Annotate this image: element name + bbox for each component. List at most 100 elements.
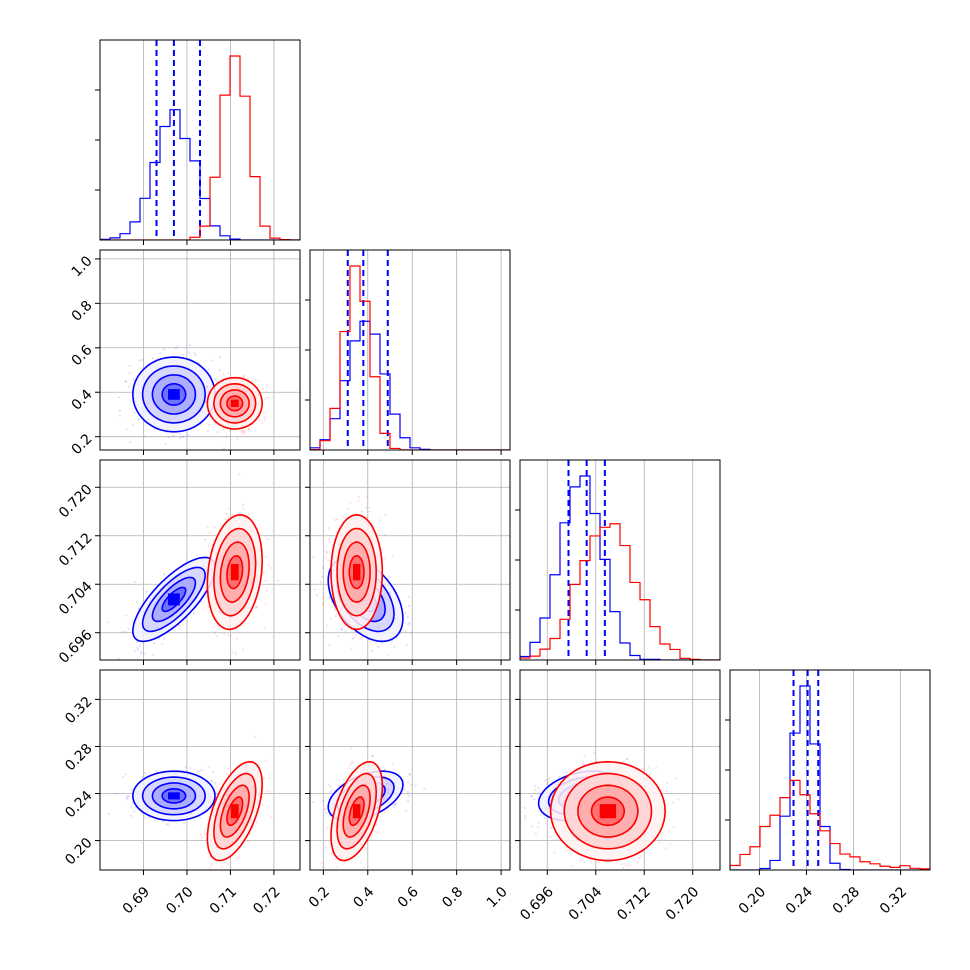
sample-point <box>207 765 210 768</box>
sample-point <box>343 861 347 864</box>
sample-point <box>226 871 228 873</box>
sample-point <box>263 626 266 630</box>
sample-point <box>262 777 265 780</box>
sample-point <box>377 645 380 649</box>
density-peak-1 <box>353 563 361 581</box>
sample-point <box>228 507 231 510</box>
sample-point <box>196 770 199 773</box>
sample-point <box>549 826 553 829</box>
sample-point <box>133 810 136 813</box>
sample-point <box>235 637 238 640</box>
sample-point <box>208 531 211 534</box>
sample-point <box>244 430 247 433</box>
sample-point <box>347 507 350 511</box>
sample-point <box>202 811 205 814</box>
y-tick-label: 1.0 <box>69 253 96 280</box>
sample-point <box>266 789 269 793</box>
sample-point <box>383 775 386 778</box>
sample-point <box>395 636 398 640</box>
sample-point <box>184 766 187 769</box>
sample-point <box>165 823 168 826</box>
sample-point <box>376 831 380 834</box>
sample-point <box>350 647 353 650</box>
sample-point <box>227 372 230 375</box>
hist-step-0 <box>100 109 300 240</box>
sample-point <box>321 596 324 599</box>
sample-point <box>394 803 397 806</box>
x-tick-label: 0.70 <box>163 884 196 917</box>
sample-point <box>211 780 214 783</box>
sample-point <box>349 501 352 504</box>
sample-point <box>225 513 228 516</box>
sample-point <box>134 580 137 584</box>
sample-point <box>121 630 124 633</box>
sample-point <box>329 785 332 788</box>
panel-content <box>100 40 300 240</box>
sample-point <box>387 788 390 791</box>
sample-point <box>530 795 534 798</box>
sample-point <box>145 590 148 593</box>
sample-point <box>410 632 413 635</box>
sample-point <box>126 795 130 798</box>
sample-point <box>342 872 344 874</box>
sample-point <box>381 548 384 551</box>
density-peak-0 <box>168 593 180 606</box>
sample-point <box>270 815 273 819</box>
grid <box>546 460 694 660</box>
y-tick-label: 0.696 <box>56 627 96 667</box>
density-peak-0 <box>168 389 180 400</box>
sample-point <box>350 762 353 765</box>
sample-point <box>247 512 250 516</box>
sample-point <box>234 652 238 655</box>
sample-point <box>351 760 354 763</box>
sample-point <box>414 784 417 787</box>
sample-point <box>199 833 202 836</box>
scatter-panel-3-0 <box>95 669 301 875</box>
sample-point <box>212 771 215 774</box>
sample-point <box>377 532 380 535</box>
sample-point <box>328 814 331 817</box>
sample-point <box>313 588 316 591</box>
sample-point <box>408 772 411 775</box>
sample-point <box>261 804 264 807</box>
scatter-panel-2-0 <box>95 459 301 665</box>
sample-point <box>227 633 230 636</box>
x-tick-label: 0.69 <box>120 884 153 917</box>
sample-point <box>264 397 267 400</box>
sample-point <box>410 783 413 787</box>
sample-point <box>328 538 331 541</box>
sample-point <box>328 540 331 543</box>
sample-point <box>126 798 129 801</box>
sample-point <box>207 368 210 371</box>
sample-point <box>386 577 390 580</box>
panel-content <box>520 460 720 660</box>
sample-point <box>538 792 541 796</box>
sample-point <box>406 790 409 794</box>
sample-point <box>523 806 526 809</box>
sample-point <box>324 845 328 849</box>
sample-point <box>215 785 218 788</box>
sample-point <box>347 871 349 873</box>
sample-point <box>206 429 210 432</box>
sample-point <box>340 628 343 631</box>
sample-point <box>253 379 256 382</box>
sample-point <box>242 503 245 506</box>
sample-point <box>330 599 334 602</box>
sample-point <box>320 861 323 864</box>
sample-point <box>407 623 410 626</box>
hist-step-0 <box>310 320 510 450</box>
sample-point <box>404 611 407 614</box>
sample-point <box>221 377 224 380</box>
sample-point <box>107 812 111 815</box>
sample-point <box>162 573 166 576</box>
sample-point <box>125 428 128 431</box>
sample-point <box>270 567 273 570</box>
sample-point <box>334 518 337 522</box>
sample-point <box>210 779 213 782</box>
sample-point <box>326 624 329 628</box>
sample-point <box>220 865 223 868</box>
sample-point <box>321 603 324 606</box>
sample-point <box>238 473 241 476</box>
density-peak-1 <box>230 399 239 407</box>
panel-content <box>312 495 413 660</box>
